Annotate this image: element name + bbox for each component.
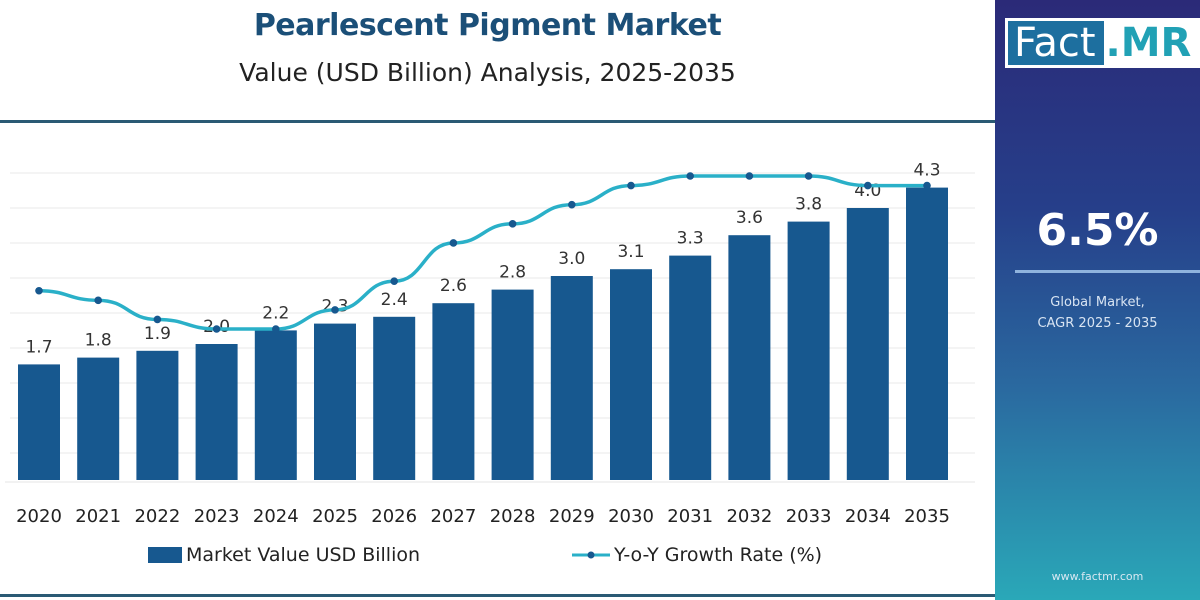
x-tick-label-2034: 2034 (845, 506, 891, 527)
growth-point-2030 (627, 181, 635, 190)
growth-point-2025 (331, 306, 339, 314)
x-tick-label-2023: 2023 (194, 506, 240, 527)
x-tick-label-2029: 2029 (549, 506, 595, 527)
bar-value-label-2027: 2.6 (440, 276, 467, 296)
website-url[interactable]: www.factmr.com (1051, 570, 1144, 583)
x-tick-label-2024: 2024 (253, 506, 299, 527)
bar-value-label-2028: 2.8 (499, 263, 526, 283)
cagr-label: Global Market, CAGR 2025 - 2035 (995, 292, 1200, 334)
bar-value-label-2033: 3.8 (795, 195, 822, 215)
growth-point-2021 (94, 296, 102, 305)
bar-2035 (906, 187, 948, 480)
bar-2030 (610, 269, 652, 480)
growth-point-2035 (923, 181, 931, 190)
legend-bar-label: Market Value USD Billion (186, 544, 421, 566)
x-tick-label-2025: 2025 (312, 506, 358, 527)
bar-2031 (669, 255, 712, 480)
bar-value-label-2020: 1.7 (25, 337, 52, 357)
x-tick-label-2030: 2030 (608, 506, 654, 527)
legend-line: Y-o-Y Growth Rate (%) (572, 544, 822, 566)
growth-point-2028 (508, 220, 517, 228)
bar-2028 (491, 289, 534, 480)
legend-line-swatch (572, 551, 610, 559)
x-tick-label-2028: 2028 (490, 506, 536, 527)
legend-line-label: Y-o-Y Growth Rate (%) (614, 544, 823, 566)
logo-fact: Fact (1008, 21, 1104, 65)
side-panel: Fact .MR 6.5% Global Market, CAGR 2025 -… (995, 0, 1200, 600)
growth-point-2020 (35, 286, 43, 295)
x-tick-label-2026: 2026 (371, 506, 417, 527)
growth-point-2032 (745, 172, 754, 180)
cagr-label-line2: CAGR 2025 - 2035 (1037, 316, 1158, 331)
bar-2022 (136, 350, 179, 480)
bar-2033 (787, 221, 830, 480)
growth-point-2023 (212, 325, 221, 333)
bar-value-label-2024: 2.2 (262, 303, 289, 323)
bar-2034 (846, 208, 889, 480)
bar-2021 (77, 357, 120, 480)
growth-point-2031 (686, 172, 694, 180)
x-tick-label-2021: 2021 (75, 506, 121, 527)
logo-mr: .MR (1105, 20, 1192, 66)
x-tick-label-2032: 2032 (726, 506, 772, 527)
bar-2024 (254, 330, 297, 480)
growth-point-2027 (449, 239, 458, 247)
bar-2023 (195, 344, 238, 480)
x-tick-label-2031: 2031 (667, 506, 713, 527)
header-divider (0, 120, 995, 123)
growth-point-2026 (390, 277, 399, 285)
legend-bar-swatch (148, 547, 182, 563)
x-tick-label-2020: 2020 (16, 506, 62, 527)
x-tick-label-2033: 2033 (786, 506, 832, 527)
growth-rate-line (38, 174, 927, 331)
legend-bar: Market Value USD Billion (148, 544, 420, 566)
growth-point-2022 (153, 315, 162, 324)
cagr-label-line1: Global Market, (1050, 295, 1145, 310)
bar-value-label-2030: 3.1 (617, 242, 644, 262)
footer-divider (0, 594, 995, 597)
x-tick-label-2035: 2035 (904, 506, 950, 527)
bar-2029 (550, 276, 593, 480)
bar-2027 (432, 303, 475, 480)
bar-value-label-2022: 1.9 (144, 324, 171, 344)
bar-2025 (314, 323, 356, 480)
cagr-value: 6.5% (1036, 205, 1159, 256)
bar-value-label-2029: 3.0 (558, 249, 585, 269)
bar-value-label-2032: 3.6 (736, 208, 763, 228)
growth-point-2024 (272, 325, 280, 333)
growth-point-2034 (864, 181, 872, 190)
factmr-logo: Fact .MR (1005, 18, 1200, 68)
chart-area: Pearlescent Pigment Market Value (USD Bi… (0, 8, 995, 597)
bar-value-label-2021: 1.8 (85, 331, 112, 351)
x-tick-label-2027: 2027 (430, 506, 476, 527)
bar-2026 (373, 316, 416, 480)
growth-point-2029 (568, 200, 576, 209)
bar-value-label-2035: 4.3 (913, 161, 940, 181)
bar-value-label-2026: 2.4 (381, 290, 408, 310)
growth-point-2033 (804, 172, 813, 180)
chart-subtitle: Value (USD Billion) Analysis, 2025-2035 (239, 58, 736, 87)
bar-2032 (728, 235, 771, 480)
x-tick-label-2022: 2022 (134, 506, 180, 527)
chart-title: Pearlescent Pigment Market (253, 8, 722, 43)
bar-value-label-2031: 3.3 (677, 229, 704, 249)
cagr-divider (1015, 270, 1200, 273)
bar-2020 (18, 364, 60, 480)
bar-line-chart: 1.720201.820211.920222.020232.220242.320… (5, 161, 975, 527)
